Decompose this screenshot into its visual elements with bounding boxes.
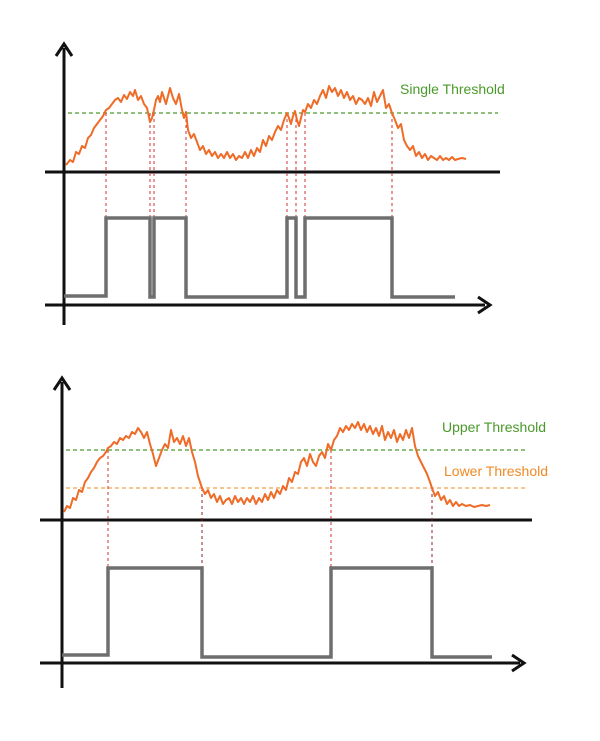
- top-output-wave: [64, 216, 455, 299]
- top-signal-curve: [65, 85, 467, 166]
- upper-threshold-label: Upper Threshold: [442, 419, 546, 435]
- top-y-axis-arrowhead: [54, 41, 74, 57]
- single-threshold-diagram: Single Threshold: [45, 41, 505, 325]
- top-x-axis-arrowhead: [477, 295, 493, 315]
- bottom-x-axis-arrowhead: [511, 653, 527, 673]
- single-threshold-label: Single Threshold: [400, 81, 505, 97]
- bottom-signal-curve: [63, 421, 491, 513]
- lower-threshold-label: Lower Threshold: [444, 463, 548, 479]
- bottom-y-axis-arrowhead: [52, 375, 72, 391]
- bottom-crossing-markers: [107, 450, 433, 568]
- top-crossing-markers: [105, 113, 393, 218]
- hysteresis-diagram: Upper Threshold Lower Threshold: [40, 375, 548, 688]
- bottom-output-wave: [62, 566, 492, 659]
